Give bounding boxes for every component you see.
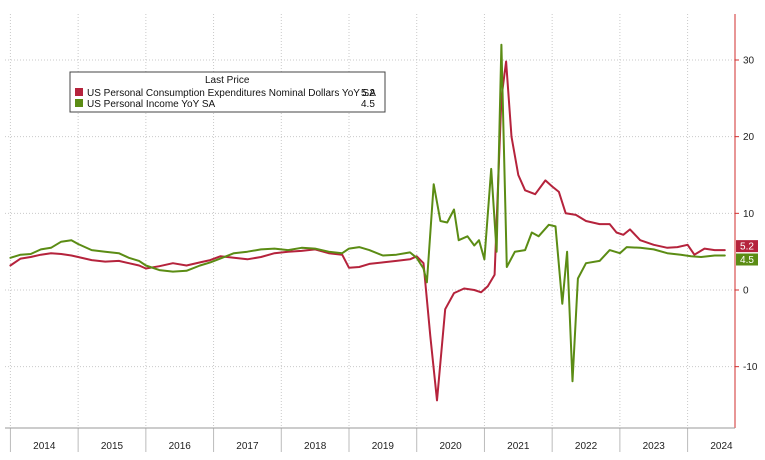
y-tick-label: 30 — [743, 56, 755, 67]
last-value-badge-0 — [736, 240, 758, 253]
x-tick-label: 2022 — [575, 441, 598, 452]
series-layer — [9, 43, 726, 402]
legend-swatch-income — [75, 99, 83, 107]
x-tick-label: 2019 — [372, 441, 395, 452]
y-tick-label: 20 — [743, 132, 755, 143]
x-tick-label: 2018 — [304, 441, 327, 452]
y-tick-label: -10 — [743, 362, 758, 373]
legend: Last Price US Personal Consumption Expen… — [69, 71, 386, 113]
last-value-text-0: 5.2 — [740, 242, 754, 253]
legend-swatch-pce — [75, 88, 83, 96]
legend-value-pce: 5.2 — [361, 88, 375, 99]
y-tick-label: 10 — [743, 209, 755, 220]
x-tick-label: 2021 — [507, 441, 530, 452]
x-tick-label: 2023 — [643, 441, 666, 452]
legend-label-pce: US Personal Consumption Expenditures Nom… — [87, 88, 376, 99]
legend-value-income: 4.5 — [361, 99, 375, 110]
x-tick-label: 2024 — [710, 441, 733, 452]
axes: -10 0 10 20 30 2014 2015 2016 2017 2018 2019 2020 20… — [5, 14, 758, 452]
x-tick-label: 2015 — [101, 441, 124, 452]
x-tick-label: 2016 — [169, 441, 192, 452]
last-value-text-1: 4.5 — [740, 255, 754, 266]
x-tick-label: 2017 — [236, 441, 259, 452]
last-value-badges: 5.24.5 — [736, 240, 758, 266]
legend-heading: Last Price — [205, 75, 250, 86]
y-tick-label: 0 — [743, 286, 749, 297]
legend-label-income: US Personal Income YoY SA — [87, 99, 216, 110]
series-line-0 — [9, 60, 726, 402]
legend-box — [69, 71, 386, 113]
x-tick-label: 2014 — [33, 441, 56, 452]
x-tick-label: 2020 — [439, 441, 462, 452]
series-line-1 — [9, 43, 726, 383]
last-value-badge-1 — [736, 253, 758, 266]
